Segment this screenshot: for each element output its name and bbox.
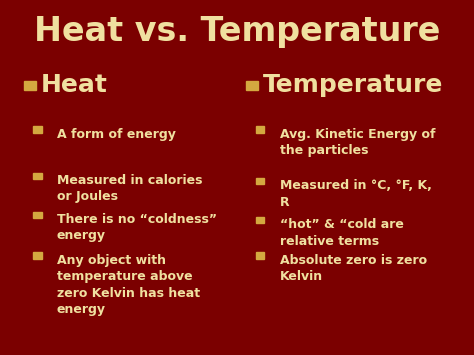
FancyBboxPatch shape [256, 252, 264, 259]
Text: Heat vs. Temperature: Heat vs. Temperature [34, 16, 440, 48]
FancyBboxPatch shape [256, 126, 264, 133]
Text: Measured in °C, °F, K,
R: Measured in °C, °F, K, R [280, 179, 431, 209]
Text: A form of energy: A form of energy [57, 128, 176, 141]
FancyBboxPatch shape [256, 178, 264, 184]
FancyBboxPatch shape [33, 173, 42, 179]
Text: Absolute zero is zero
Kelvin: Absolute zero is zero Kelvin [280, 254, 427, 283]
Text: “hot” & “cold are
relative terms: “hot” & “cold are relative terms [280, 218, 403, 248]
FancyBboxPatch shape [24, 81, 36, 89]
Text: There is no “coldness”
energy: There is no “coldness” energy [57, 213, 217, 242]
FancyBboxPatch shape [246, 81, 258, 89]
FancyBboxPatch shape [256, 217, 264, 223]
Text: Temperature: Temperature [263, 73, 444, 97]
FancyBboxPatch shape [33, 212, 42, 218]
FancyBboxPatch shape [33, 126, 42, 133]
Text: Any object with
temperature above
zero Kelvin has heat
energy: Any object with temperature above zero K… [57, 254, 200, 316]
FancyBboxPatch shape [33, 252, 42, 259]
Text: Heat: Heat [40, 73, 107, 97]
Text: Avg. Kinetic Energy of
the particles: Avg. Kinetic Energy of the particles [280, 128, 435, 157]
Text: Measured in calories
or Joules: Measured in calories or Joules [57, 174, 202, 203]
